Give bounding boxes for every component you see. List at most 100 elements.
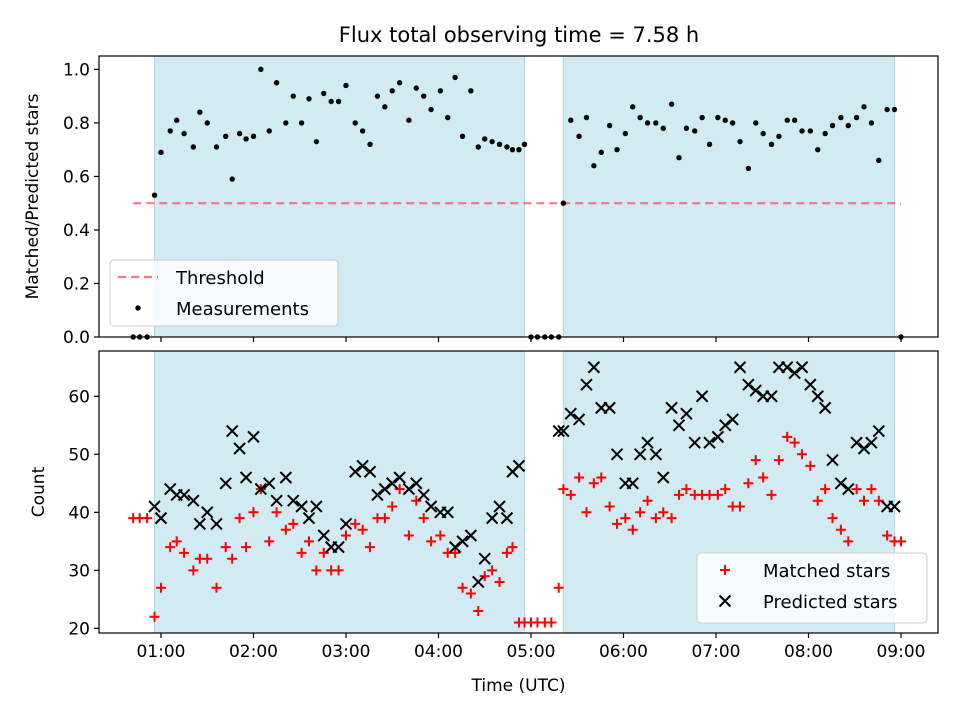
- predicted-star-point: [363, 465, 377, 478]
- matched-star-point: [827, 513, 838, 524]
- measurement-point: [729, 120, 736, 126]
- measurement-point: [845, 122, 851, 129]
- measurement-point: [382, 104, 388, 110]
- matched-star-point: [574, 472, 585, 483]
- measurement-point: [367, 141, 373, 148]
- measurement-point: [576, 133, 582, 139]
- measurement-point: [776, 133, 782, 139]
- measurement-point: [807, 128, 814, 134]
- predicted-star-point: [201, 506, 214, 519]
- measurement-point: [359, 128, 366, 134]
- predicted-star-point: [749, 384, 762, 397]
- matched-star-point: [465, 588, 476, 599]
- legend-label: Measurements: [176, 299, 309, 320]
- matched-star-point: [288, 518, 299, 529]
- measurement-point: [683, 125, 690, 131]
- legend-label: Matched stars: [763, 561, 890, 582]
- measurement-point: [521, 141, 528, 148]
- measurement-point: [745, 165, 752, 172]
- predicted-star-point: [448, 540, 462, 554]
- x-tick-label: 08:00: [784, 642, 833, 662]
- measurement-point: [445, 114, 451, 121]
- measurement-point: [167, 128, 173, 134]
- matched-star-point: [797, 449, 808, 460]
- predicted-star-point: [219, 477, 232, 490]
- matched-star-point: [340, 530, 351, 541]
- matched-star-point: [303, 536, 314, 547]
- predicted-star-point: [512, 459, 526, 473]
- matched-star-point: [612, 518, 623, 529]
- measurement-point: [706, 141, 713, 148]
- y-tick-label: 50: [68, 445, 90, 465]
- measurement-point: [853, 114, 860, 121]
- matched-star-point: [248, 507, 259, 518]
- measurement-point: [829, 122, 836, 129]
- count-panel: 20 30 40 50 60 01:00 02:00 03:00 04:00 05:00 06:00…: [29, 350, 939, 696]
- matched-star-point: [805, 460, 816, 471]
- matched-star-point: [403, 530, 414, 541]
- matched-star-point: [720, 484, 731, 495]
- matched-star-point: [165, 542, 176, 553]
- predicted-star-point: [210, 517, 223, 531]
- predicted-star-point: [719, 419, 732, 432]
- predicted-star-point: [472, 575, 485, 589]
- predicted-star-point: [187, 494, 200, 507]
- predicted-star-point: [456, 535, 469, 548]
- measurement-point: [715, 114, 721, 121]
- measurement-point: [784, 117, 790, 123]
- matched-star-point: [882, 530, 893, 541]
- predicted-star-point: [818, 401, 832, 415]
- legend-box: [109, 259, 339, 327]
- plot-frame: [98, 350, 939, 634]
- measurement-point: [614, 146, 620, 153]
- matched-star-point: [681, 484, 692, 495]
- matched-star-point: [387, 501, 398, 512]
- measurement-point: [420, 93, 427, 99]
- plot-frame: [98, 55, 939, 338]
- measurement-point: [861, 104, 867, 110]
- matched-star-point: [379, 513, 390, 524]
- predicted-star-point: [888, 500, 901, 513]
- predicted-star-point: [564, 407, 577, 420]
- predicted-star-point: [842, 482, 855, 496]
- predicted-star-point: [811, 390, 824, 403]
- matched-star-point: [450, 547, 461, 558]
- measurement-point: [389, 88, 395, 94]
- predicted-star-point: [680, 407, 693, 420]
- predicted-star-point: [804, 378, 817, 391]
- measurement-point: [428, 106, 434, 113]
- measurement-point: [452, 74, 458, 81]
- y-tick-label: 30: [68, 561, 90, 581]
- matched-star-point: [812, 495, 823, 506]
- measurement-point: [343, 82, 349, 89]
- measurement-point: [374, 93, 381, 99]
- measurement-point: [437, 88, 444, 94]
- measurement-point: [298, 120, 305, 126]
- predicted-star-point: [711, 430, 725, 444]
- measurement-point: [676, 154, 682, 161]
- measurement-point: [174, 117, 180, 123]
- matched-star-point: [588, 478, 599, 489]
- predicted-star-point: [703, 436, 716, 449]
- y-axis-label: Matched/Predicted stars: [23, 93, 43, 299]
- measurement-point: [250, 133, 257, 139]
- measurement-point: [768, 141, 775, 148]
- matched-star-point: [658, 507, 669, 518]
- y-tick-label: 1.0: [63, 60, 90, 80]
- matched-star-point: [227, 553, 238, 564]
- measurement-point: [181, 130, 187, 137]
- predicted-star-point: [672, 419, 686, 432]
- matched-star-point: [271, 507, 282, 518]
- measurement-point: [868, 120, 875, 126]
- matched-star-point: [494, 576, 505, 587]
- measurement-point: [799, 128, 805, 134]
- predicted-star-point: [239, 471, 253, 484]
- measurement-point: [699, 114, 705, 121]
- matched-star-point: [712, 489, 723, 500]
- measurement-point: [273, 80, 280, 86]
- measurement-point: [413, 85, 419, 91]
- predicted-star-point: [424, 500, 438, 513]
- matched-star-point: [858, 495, 869, 506]
- predicted-star-point: [417, 488, 430, 502]
